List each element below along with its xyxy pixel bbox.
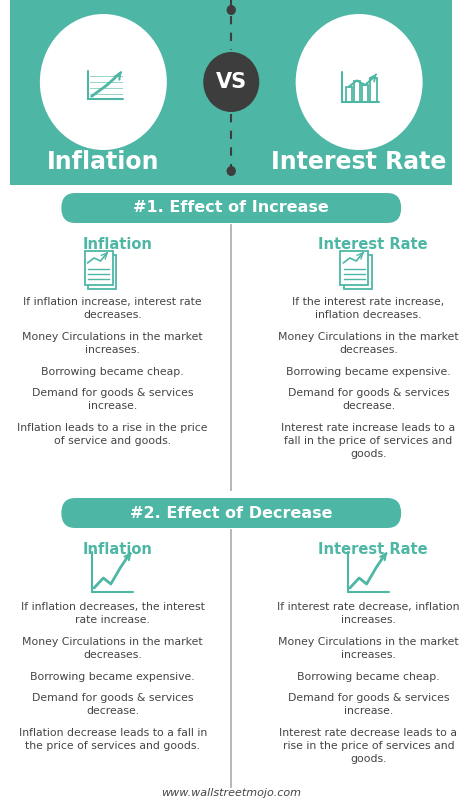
Text: Inflation leads to a rise in the price
of service and goods.: Inflation leads to a rise in the price o…	[18, 423, 208, 446]
Text: Inflation: Inflation	[82, 237, 152, 252]
Text: Borrowing became expensive.: Borrowing became expensive.	[30, 672, 195, 682]
Text: Money Circulations in the market
increases.: Money Circulations in the market increas…	[278, 637, 459, 660]
Bar	[362, 85, 368, 102]
FancyBboxPatch shape	[340, 251, 368, 285]
Circle shape	[203, 52, 259, 112]
Bar	[346, 87, 352, 102]
Circle shape	[40, 14, 167, 150]
Text: www.wallstreetmojo.com: www.wallstreetmojo.com	[161, 788, 301, 798]
Text: Demand for goods & services
increase.: Demand for goods & services increase.	[288, 693, 449, 716]
Text: Inflation: Inflation	[47, 150, 160, 174]
FancyBboxPatch shape	[89, 255, 117, 289]
Text: Inflation: Inflation	[82, 542, 152, 557]
Text: Interest Rate: Interest Rate	[272, 150, 447, 174]
Circle shape	[227, 166, 236, 176]
Text: #1. Effect of Increase: #1. Effect of Increase	[133, 200, 329, 215]
Text: Borrowing became expensive.: Borrowing became expensive.	[286, 367, 451, 377]
Text: Interest Rate: Interest Rate	[319, 542, 428, 557]
Text: Demand for goods & services
decrease.: Demand for goods & services decrease.	[32, 693, 193, 716]
Circle shape	[227, 5, 236, 15]
Text: Demand for goods & services
decrease.: Demand for goods & services decrease.	[288, 388, 449, 411]
Circle shape	[296, 14, 423, 150]
Text: Money Circulations in the market
decreases.: Money Circulations in the market decreas…	[278, 332, 459, 355]
Text: If inflation decreases, the interest
rate increase.: If inflation decreases, the interest rat…	[21, 602, 205, 625]
Text: VS: VS	[216, 72, 247, 92]
Text: If the interest rate increase,
inflation decreases.: If the interest rate increase, inflation…	[292, 297, 445, 320]
FancyBboxPatch shape	[61, 498, 401, 528]
Text: Interest rate increase leads to a
fall in the price of services and
goods.: Interest rate increase leads to a fall i…	[282, 423, 456, 459]
Text: Borrowing became cheap.: Borrowing became cheap.	[297, 672, 440, 682]
Text: If interest rate decrease, inflation
increases.: If interest rate decrease, inflation inc…	[277, 602, 460, 625]
Bar	[354, 80, 360, 102]
Text: Money Circulations in the market
decreases.: Money Circulations in the market decreas…	[22, 637, 203, 660]
FancyBboxPatch shape	[10, 185, 453, 801]
Text: Inflation decrease leads to a fall in
the price of services and goods.: Inflation decrease leads to a fall in th…	[18, 728, 207, 751]
Text: Demand for goods & services
increase.: Demand for goods & services increase.	[32, 388, 193, 411]
Text: #2. Effect of Decrease: #2. Effect of Decrease	[130, 505, 332, 521]
FancyBboxPatch shape	[344, 255, 372, 289]
FancyBboxPatch shape	[61, 193, 401, 223]
Text: If inflation increase, interest rate
decreases.: If inflation increase, interest rate dec…	[23, 297, 202, 320]
Text: Money Circulations in the market
increases.: Money Circulations in the market increas…	[22, 332, 203, 355]
Bar	[370, 78, 377, 102]
FancyBboxPatch shape	[10, 0, 453, 185]
Text: Interest Rate: Interest Rate	[319, 237, 428, 252]
Text: Borrowing became cheap.: Borrowing became cheap.	[41, 367, 184, 377]
Text: Interest rate decrease leads to a
rise in the price of services and
goods.: Interest rate decrease leads to a rise i…	[280, 728, 457, 764]
FancyBboxPatch shape	[85, 251, 113, 285]
